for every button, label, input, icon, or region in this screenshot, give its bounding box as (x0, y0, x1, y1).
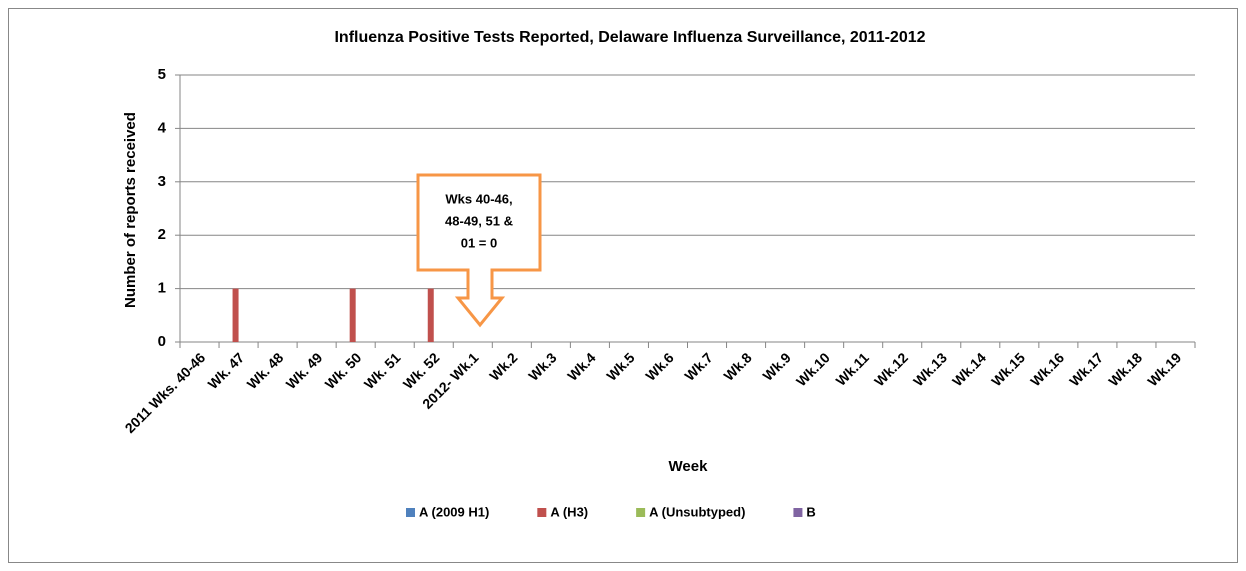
legend-label: A (H3) (550, 504, 588, 519)
y-tick-label: 1 (158, 280, 166, 297)
chart-title: Influenza Positive Tests Reported, Delaw… (334, 29, 925, 46)
legend-swatch (406, 508, 415, 517)
y-tick-label: 3 (158, 173, 166, 190)
legend-swatch (537, 508, 547, 517)
x-axis-title: Week (669, 458, 709, 475)
legend-label: A (2009 H1) (419, 504, 489, 519)
y-tick-label: 2 (158, 226, 166, 243)
chart-border (8, 8, 1238, 563)
legend-swatch (793, 508, 803, 517)
annotation: Wks 40-46, (445, 191, 512, 206)
bar (349, 288, 356, 342)
bar (232, 288, 239, 342)
legend-swatch (636, 508, 646, 517)
y-tick-label: 5 (158, 66, 166, 83)
annotation: 01 = 0 (461, 235, 498, 250)
legend-label: B (806, 504, 815, 519)
legend-label: A (Unsubtyped) (649, 504, 745, 519)
annotation: 48-49, 51 & (445, 213, 513, 228)
y-tick-label: 4 (158, 119, 167, 136)
callout (416, 173, 542, 328)
y-tick-label: 0 (158, 333, 166, 350)
y-axis-title: Number of reports received (122, 112, 139, 308)
bar (427, 288, 434, 342)
